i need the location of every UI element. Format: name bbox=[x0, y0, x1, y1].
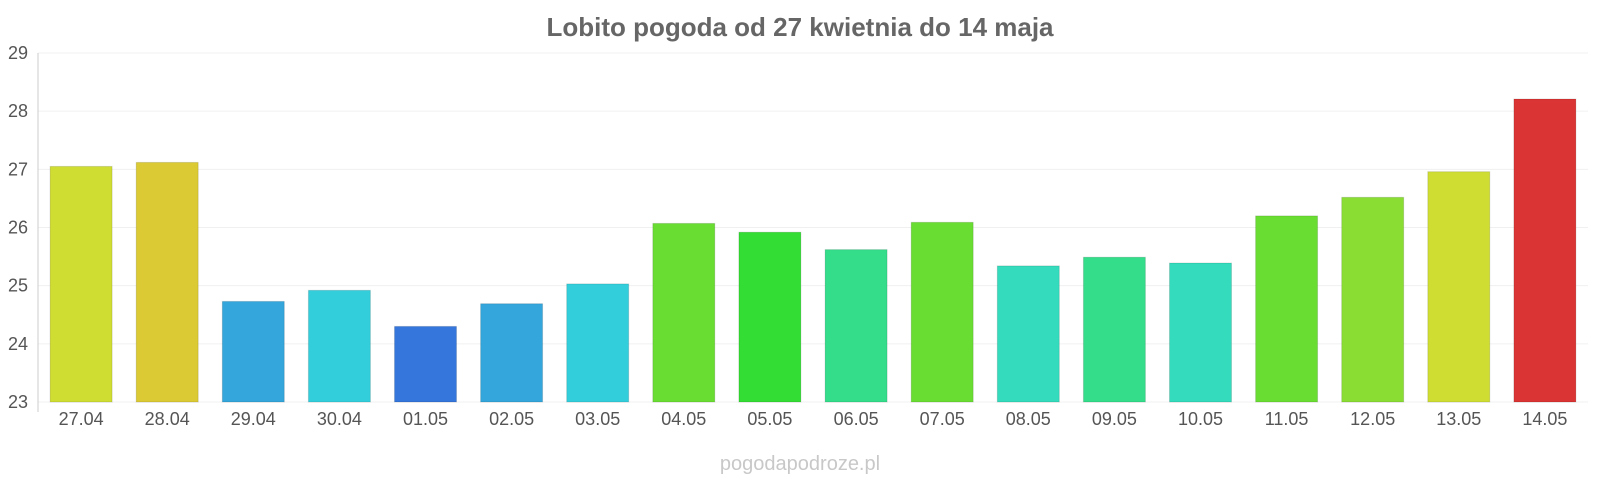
x-tick-label: 29.04 bbox=[231, 409, 276, 429]
x-tick-label: 06.05 bbox=[834, 409, 879, 429]
bar-04.05[interactable] bbox=[652, 222, 716, 403]
watermark: pogodapodroze.pl bbox=[720, 453, 880, 475]
bar-06.05[interactable] bbox=[824, 249, 888, 403]
y-tick-label: 25 bbox=[8, 276, 28, 296]
bar-03.05[interactable] bbox=[566, 283, 630, 403]
bar-01.05[interactable] bbox=[394, 325, 457, 403]
x-tick-label: 11.05 bbox=[1265, 409, 1309, 429]
y-axis: 23 24 25 26 27 28 29 bbox=[8, 43, 39, 412]
y-tick-label: 28 bbox=[8, 101, 28, 121]
x-tick-label: 02.05 bbox=[489, 409, 534, 429]
x-tick-label: 07.05 bbox=[920, 409, 965, 429]
x-tick-label: 28.04 bbox=[145, 409, 190, 429]
x-tick-label: 14.05 bbox=[1522, 409, 1567, 429]
x-tick-label: 09.05 bbox=[1092, 409, 1137, 429]
y-tick-label: 23 bbox=[8, 392, 28, 412]
x-tick-label: 04.05 bbox=[661, 409, 706, 429]
x-tick-label: 12.05 bbox=[1350, 409, 1395, 429]
bar-02.05[interactable] bbox=[480, 303, 544, 403]
bar-27.04[interactable] bbox=[49, 165, 113, 403]
x-tick-label: 27.04 bbox=[59, 409, 104, 429]
chart-title: Lobito pogoda od 27 kwietnia do 14 maja bbox=[546, 12, 1054, 42]
y-tick-label: 27 bbox=[8, 159, 28, 179]
x-axis-labels: 27.04 28.04 29.04 30.04 01.05 02.05 03.05 04.05… bbox=[59, 409, 1568, 429]
x-tick-label: 08.05 bbox=[1006, 409, 1051, 429]
grid-lines bbox=[38, 52, 1588, 403]
bar-09.05[interactable] bbox=[1082, 256, 1146, 403]
x-tick-label: 10.05 bbox=[1178, 409, 1223, 429]
bar-05.05[interactable] bbox=[738, 231, 802, 403]
x-tick-label: 01.05 bbox=[403, 409, 448, 429]
x-tick-label: 05.05 bbox=[747, 409, 792, 429]
bar-12.05[interactable] bbox=[1341, 196, 1405, 403]
bar-08.05[interactable] bbox=[996, 265, 1060, 403]
bar-07.05[interactable] bbox=[910, 221, 974, 403]
bar-30.04[interactable] bbox=[307, 289, 371, 403]
bars bbox=[49, 98, 1577, 403]
bar-14.05[interactable] bbox=[1513, 98, 1577, 403]
bar-28.04[interactable] bbox=[135, 161, 199, 403]
y-tick-label: 29 bbox=[8, 43, 28, 63]
x-tick-label: 03.05 bbox=[575, 409, 620, 429]
y-tick-label: 26 bbox=[8, 218, 28, 238]
bar-13.05[interactable] bbox=[1427, 171, 1491, 403]
bar-29.04[interactable] bbox=[221, 300, 285, 403]
x-tick-label: 30.04 bbox=[317, 409, 362, 429]
bar-10.05[interactable] bbox=[1169, 262, 1232, 403]
y-tick-label: 24 bbox=[8, 334, 28, 354]
x-tick-label: 13.05 bbox=[1436, 409, 1481, 429]
bar-11.05[interactable] bbox=[1255, 215, 1319, 403]
